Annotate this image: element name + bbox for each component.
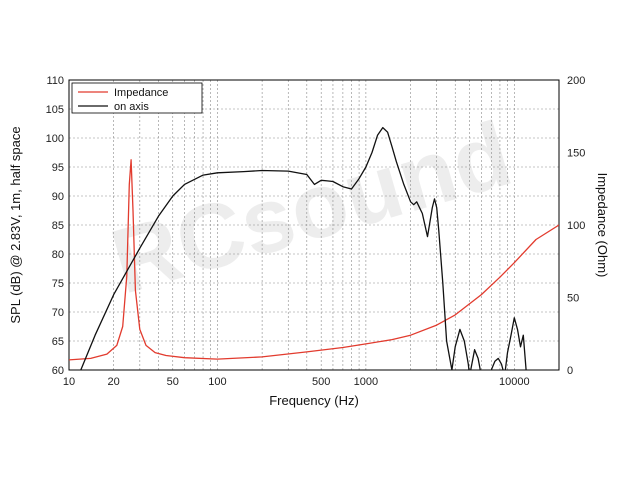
series-on-axis bbox=[80, 126, 527, 370]
x-tick-label: 10 bbox=[63, 376, 75, 388]
y2-tick-label: 50 bbox=[567, 293, 579, 305]
y-tick-label: 80 bbox=[52, 249, 64, 261]
y-tick-label: 65 bbox=[52, 336, 64, 348]
y-tick-label: 60 bbox=[52, 365, 64, 377]
y-tick-label: 100 bbox=[46, 133, 64, 145]
grid bbox=[69, 80, 559, 370]
y2-tick-labels: 0 50 100 150 200 bbox=[567, 75, 585, 377]
x-tick-label: 100 bbox=[208, 376, 226, 388]
y-tick-labels: 60 65 70 75 80 85 90 95 100 105 110 bbox=[46, 75, 64, 377]
y-axis-title: SPL (dB) @ 2.83V, 1m, half space bbox=[8, 126, 23, 323]
y2-tick-label: 100 bbox=[567, 220, 585, 232]
series-line-impedance bbox=[69, 159, 559, 361]
legend-box bbox=[71, 82, 203, 114]
y-tick-label: 110 bbox=[46, 75, 64, 87]
y-tick-label: 70 bbox=[52, 307, 64, 319]
legend-label-impedance: Impedance bbox=[114, 87, 168, 99]
y-tick-label: 95 bbox=[52, 162, 64, 174]
y-tick-label: 85 bbox=[52, 220, 64, 232]
x-axis-title: Frequency (Hz) bbox=[269, 393, 359, 408]
x-tick-label: 20 bbox=[108, 376, 120, 388]
y-tick-label: 90 bbox=[52, 191, 64, 203]
y-tick-label: 75 bbox=[52, 278, 64, 290]
legend-label-on-axis: on axis bbox=[114, 101, 149, 113]
legend: Impedance on axis bbox=[71, 82, 203, 114]
x-tick-label: 500 bbox=[312, 376, 330, 388]
series-impedance bbox=[69, 159, 559, 361]
series-line-on-axis bbox=[80, 126, 527, 370]
x-tick-labels: 10 20 50 100 500 1000 10000 bbox=[63, 376, 530, 388]
y-tick-label: 105 bbox=[46, 104, 64, 116]
x-tick-label: 50 bbox=[167, 376, 179, 388]
y2-tick-label: 200 bbox=[567, 75, 585, 87]
y2-tick-label: 150 bbox=[567, 148, 585, 160]
x-tick-label: 10000 bbox=[499, 376, 530, 388]
y2-tick-label: 0 bbox=[567, 365, 573, 377]
x-tick-label: 1000 bbox=[354, 376, 378, 388]
y2-axis-title: Impedance (Ohm) bbox=[595, 173, 610, 278]
